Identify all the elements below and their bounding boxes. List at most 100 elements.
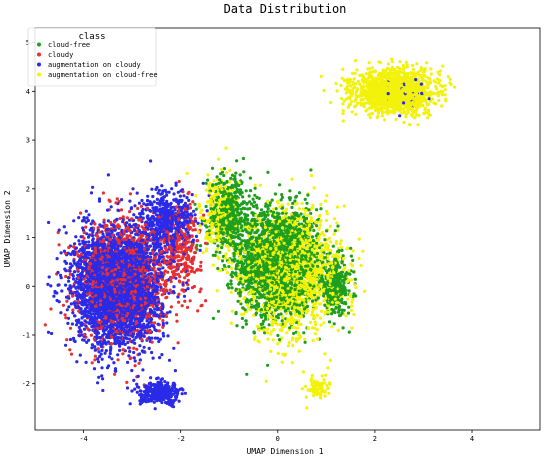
data-point-augmentation-on-cloud-free [361,249,365,253]
data-point-augmentation-on-cloudy [82,327,87,331]
data-point-augmentation-on-cloudy [172,205,176,209]
data-point-augmentation-on-cloud-free [278,205,282,209]
data-point-augmentation-on-cloudy [87,213,91,217]
data-point-augmentation-on-cloudy [64,231,68,235]
data-point-cloudy [115,197,119,201]
data-point-augmentation-on-cloudy [151,356,155,360]
data-point-augmentation-on-cloudy [158,356,162,360]
data-point-cloud-free [241,156,245,161]
data-point-cloud-free [341,254,345,258]
data-point-augmentation-on-cloudy [86,218,90,223]
data-point-augmentation-on-cloud-free [313,326,317,330]
data-point-augmentation-on-cloudy [187,198,191,202]
data-point-augmentation-on-cloudy [98,336,102,340]
data-point-augmentation-on-cloud-free [256,339,260,343]
data-point-cloud-free [255,206,259,210]
data-point-augmentation-on-cloud-free [253,183,257,187]
data-point-augmentation-on-cloud-free [256,324,260,328]
data-point-cloud-free [234,310,238,315]
data-point-cloudy [176,341,180,345]
data-point-augmentation-on-cloudy [116,208,120,212]
data-point-cloudy [186,278,190,282]
data-point-cloud-free [241,325,245,329]
data-point-augmentation-on-cloud-free [335,89,339,93]
data-point-augmentation-on-cloudy [77,239,81,243]
data-point-cloudy [113,372,117,376]
data-point-cloud-free [260,208,264,212]
data-point-cloud-free [239,207,243,211]
data-point-cloud-free [315,224,319,228]
data-point-augmentation-on-cloud-free [224,256,228,260]
data-point-augmentation-on-cloud-free [440,104,444,108]
data-point-cloudy [161,325,165,329]
data-point-augmentation-on-cloud-free [354,112,358,116]
data-point-augmentation-on-cloud-free [394,117,398,121]
data-point-cloud-free [263,331,267,335]
data-point-cloud-free [309,168,313,172]
data-point-augmentation-on-cloud-free [385,66,390,70]
data-point-cloudy [174,313,179,317]
data-point-augmentation-on-cloudy [97,199,102,203]
data-point-augmentation-on-cloudy [128,349,132,354]
data-point-augmentation-on-cloud-free [228,168,232,172]
data-point-cloud-free [242,170,246,174]
data-point-augmentation-on-cloudy [163,380,167,384]
data-point-augmentation-on-cloud-free [353,59,358,63]
data-point-augmentation-on-cloudy [80,316,84,320]
data-point-augmentation-on-cloudy [76,297,80,301]
data-point-augmentation-on-cloud-free [286,202,290,206]
data-point-cloudy [171,256,175,261]
data-point-augmentation-on-cloudy [133,359,137,363]
data-point-cloudy [136,206,140,211]
data-point-cloud-free [288,326,292,330]
data-point-augmentation-on-cloudy [92,367,97,371]
data-point-augmentation-on-cloudy [130,389,134,393]
data-point-cloudy [199,260,203,264]
data-point-augmentation-on-cloudy [178,194,182,198]
data-point-cloud-free [206,178,210,182]
data-point-augmentation-on-cloudy [67,296,71,300]
data-point-augmentation-on-cloud-free [353,283,357,287]
data-point-cloud-free [222,167,227,171]
data-point-cloudy [63,313,67,317]
data-point-augmentation-on-cloudy [176,190,180,194]
data-point-cloud-free [266,170,270,174]
data-point-cloud-free [227,265,231,269]
data-point-augmentation-on-cloudy [118,348,122,352]
data-point-cloud-free [311,299,315,303]
data-point-cloudy [101,191,105,195]
data-point-cloud-free [244,189,248,193]
data-point-augmentation-on-cloud-free [349,278,353,282]
data-point-cloudy [193,228,197,232]
data-point-augmentation-on-cloud-free [206,173,210,177]
data-point-augmentation-on-cloudy [59,311,63,315]
data-point-augmentation-on-cloudy [141,368,145,372]
data-point-cloud-free [336,224,340,228]
data-point-augmentation-on-cloud-free [290,177,294,181]
data-point-augmentation-on-cloud-free [212,179,216,183]
data-point-augmentation-on-cloud-free [340,96,344,101]
data-point-augmentation-on-cloud-free [297,207,301,211]
data-point-augmentation-on-cloudy [46,282,50,286]
data-point-cloud-free [247,194,251,198]
data-point-augmentation-on-cloudy [157,339,161,344]
data-point-augmentation-on-cloudy [178,387,182,391]
data-point-cloud-free [306,193,310,197]
data-point-augmentation-on-cloud-free [324,218,329,223]
data-point-cloud-free [252,200,256,204]
data-point-augmentation-on-cloudy [84,240,88,244]
data-point-augmentation-on-cloud-free [404,60,408,64]
data-point-augmentation-on-cloud-free [411,67,415,72]
data-point-augmentation-on-cloudy [159,285,163,290]
data-point-augmentation-on-cloud-free [309,320,313,325]
data-point-augmentation-on-cloudy [49,284,53,288]
data-point-augmentation-on-cloudy [156,191,160,195]
data-point-augmentation-on-cloud-free [341,119,345,123]
data-point-augmentation-on-cloud-free [276,342,280,346]
data-point-cloud-free [238,237,242,241]
data-point-augmentation-on-cloud-free [363,289,367,293]
data-point-augmentation-on-cloudy [47,220,51,225]
data-point-augmentation-on-cloud-free [453,85,457,89]
data-point-augmentation-on-cloud-free [338,242,342,246]
data-point-augmentation-on-cloudy [162,334,166,338]
